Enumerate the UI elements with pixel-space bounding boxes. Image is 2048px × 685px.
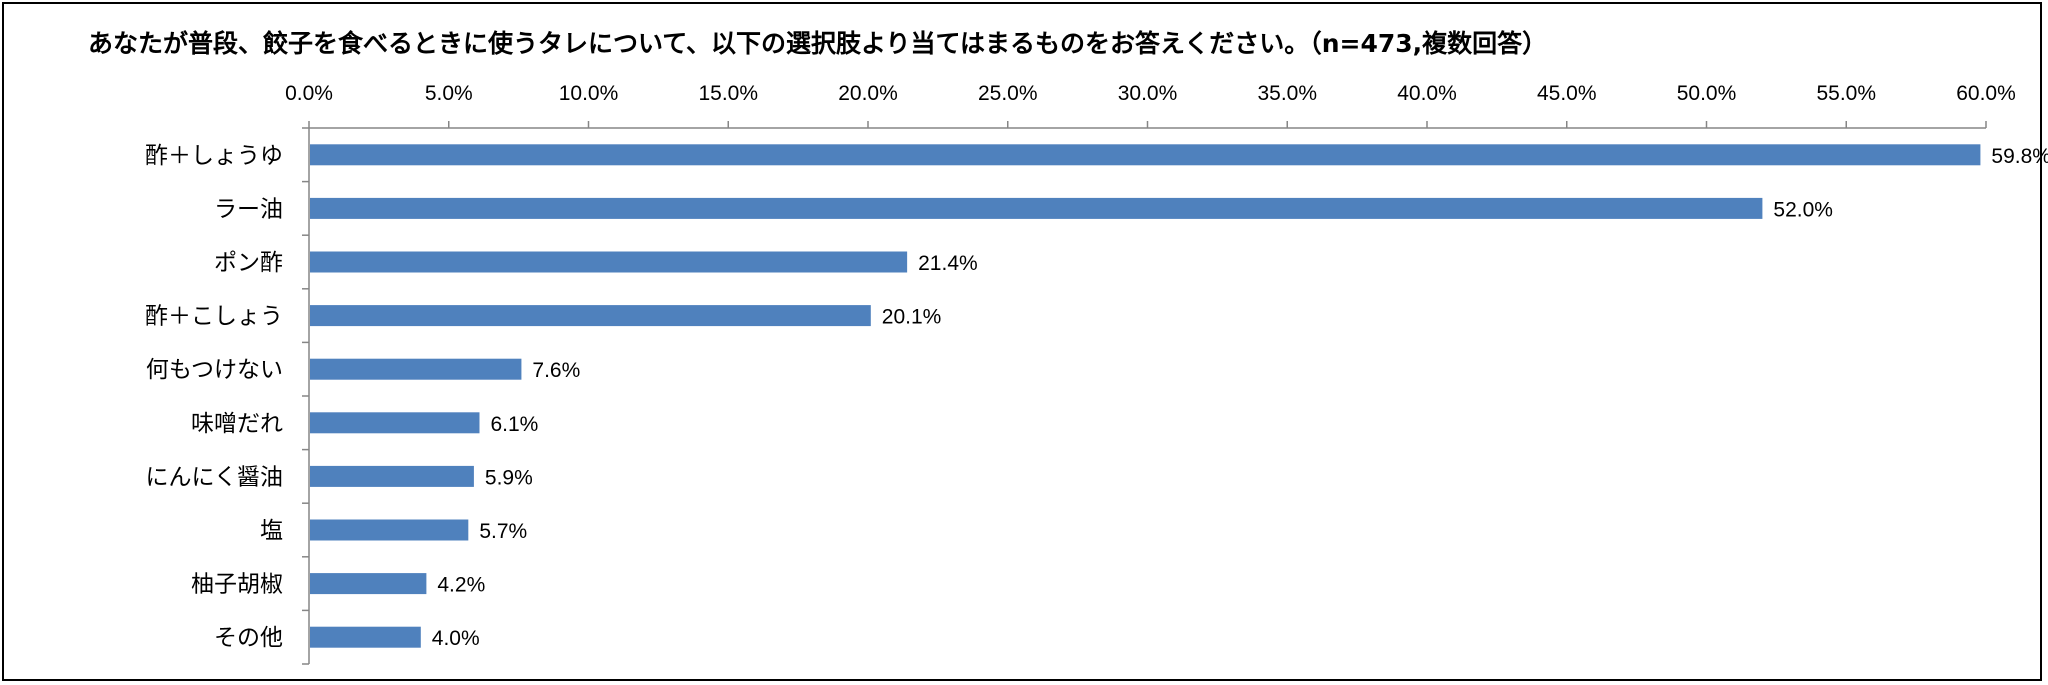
bar — [310, 465, 474, 487]
category-label: にんにく醤油 — [145, 464, 283, 490]
bar — [310, 519, 469, 541]
x-tick-label: 30.0% — [1118, 82, 1178, 105]
data-label: 59.8% — [1991, 145, 2048, 168]
x-tick-label: 25.0% — [978, 82, 1038, 105]
data-label: 6.1% — [490, 413, 538, 436]
category-label: 何もつけない — [146, 357, 283, 383]
category-label: 味噌だれ — [191, 411, 283, 437]
x-tick-label: 15.0% — [698, 82, 758, 105]
bar — [310, 573, 427, 595]
x-tick-label: 40.0% — [1397, 82, 1457, 105]
x-tick-label: 5.0% — [425, 82, 473, 105]
x-tick-label: 60.0% — [1956, 82, 2016, 105]
x-tick-label: 10.0% — [559, 82, 619, 105]
category-label: その他 — [214, 625, 283, 651]
bar — [310, 251, 908, 273]
x-tick-label: 55.0% — [1816, 82, 1876, 105]
x-tick-label: 35.0% — [1257, 82, 1317, 105]
category-label: 酢＋こしょう — [145, 304, 283, 330]
bar — [310, 412, 480, 434]
bar — [310, 626, 421, 648]
bar — [310, 358, 522, 380]
data-label: 21.4% — [918, 252, 978, 275]
category-label: 塩 — [260, 518, 283, 544]
data-label: 5.7% — [479, 520, 527, 543]
x-tick-label: 20.0% — [838, 82, 898, 105]
category-label: ラー油 — [214, 196, 283, 222]
chart-title: あなたが普段、餃子を食べるときに使うタレについて、以下の選択肢より当てはまるもの… — [88, 29, 1548, 58]
data-label: 7.6% — [532, 359, 580, 382]
category-label: ポン酢 — [214, 250, 283, 276]
bar — [310, 305, 871, 327]
category-label: 柚子胡椒 — [191, 572, 283, 598]
x-tick-label: 0.0% — [285, 82, 333, 105]
x-tick-label: 45.0% — [1537, 82, 1597, 105]
bar — [310, 197, 1763, 219]
data-label: 52.0% — [1773, 198, 1833, 221]
data-label: 4.2% — [437, 574, 485, 597]
x-tick-label: 50.0% — [1677, 82, 1737, 105]
data-label: 4.0% — [432, 627, 480, 650]
data-label: 5.9% — [485, 466, 533, 489]
category-label: 酢＋しょうゆ — [145, 143, 283, 169]
data-label: 20.1% — [882, 306, 942, 329]
bar — [310, 144, 1981, 166]
